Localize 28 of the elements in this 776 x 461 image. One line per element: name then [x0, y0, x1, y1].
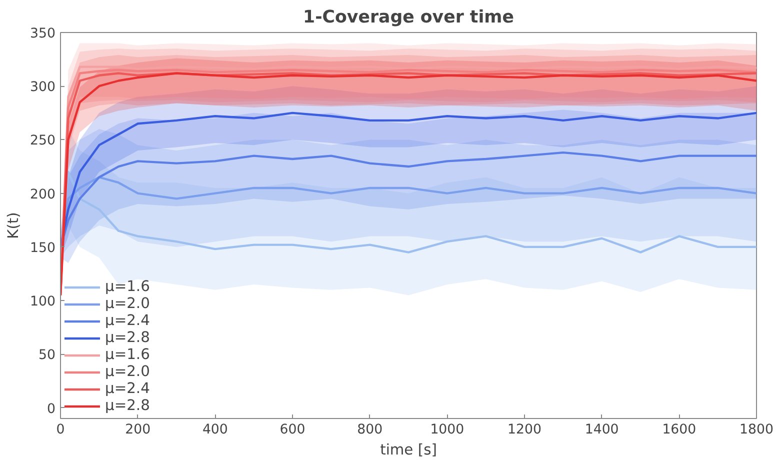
- y-tick-label: 0: [47, 402, 56, 417]
- x-tick-label: 600: [280, 422, 306, 438]
- chart-title: 1-Coverage over time: [303, 8, 514, 28]
- legend-label: μ=1.6: [105, 346, 150, 363]
- x-tick-label: 1000: [430, 422, 464, 438]
- y-tick-label: 250: [30, 134, 56, 149]
- x-tick-label: 400: [202, 422, 228, 438]
- legend-label: μ=2.4: [105, 380, 150, 397]
- legend-label: μ=2.0: [105, 295, 150, 312]
- x-tick-label: 200: [125, 422, 151, 438]
- x-axis-title: time [s]: [380, 442, 437, 458]
- legend-label: μ=2.8: [105, 329, 150, 346]
- x-tick-label: 1400: [584, 422, 619, 438]
- y-tick-label: 300: [30, 80, 56, 96]
- y-axis-title: K(t): [5, 212, 22, 239]
- x-tick-label: 1600: [662, 422, 696, 438]
- y-tick-label: 200: [30, 187, 56, 202]
- legend-label: μ=2.0: [105, 363, 150, 380]
- x-tick-label: 1200: [508, 422, 542, 438]
- x-tick-label: 1800: [740, 422, 774, 438]
- y-tick-label: 350: [30, 26, 56, 42]
- y-tick-label: 100: [30, 294, 56, 310]
- y-tick-label: 150: [30, 240, 56, 256]
- x-tick-label: 800: [357, 422, 383, 438]
- legend-label: μ=2.4: [105, 312, 150, 329]
- legend-label: μ=1.6: [105, 278, 150, 295]
- legend-label: μ=2.8: [105, 397, 150, 414]
- y-tick-label: 50: [38, 348, 56, 364]
